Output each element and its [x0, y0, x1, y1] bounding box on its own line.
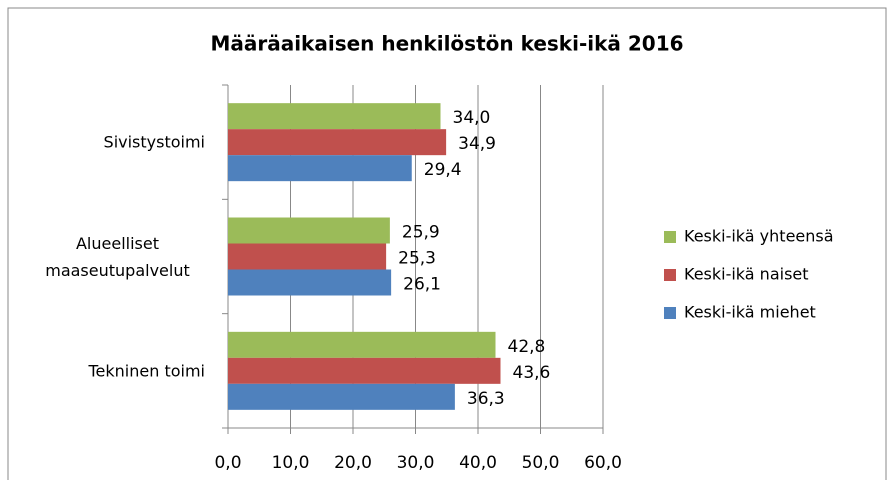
bar	[228, 129, 447, 156]
legend-swatch	[664, 231, 676, 243]
y-tick-label: Sivistystoimi	[103, 132, 205, 152]
bar	[228, 357, 501, 384]
data-label: 29,4	[424, 160, 462, 180]
bar	[228, 269, 392, 296]
legend-swatch	[664, 269, 676, 281]
bar	[228, 217, 390, 244]
y-tick-label: Tekninen toimi	[88, 361, 206, 381]
x-tick-label: 40,0	[459, 453, 497, 473]
data-label: 25,3	[398, 249, 436, 269]
x-tick-label: 50,0	[522, 453, 560, 473]
bar	[228, 243, 387, 270]
bar	[228, 103, 441, 130]
legend-label: Keski-ikä naiset	[684, 265, 809, 284]
legend-label: Keski-ikä miehet	[684, 303, 816, 322]
y-tick-label: Alueelliset maaseutupalvelut	[45, 233, 190, 280]
bar	[228, 383, 455, 410]
legend-label: Keski-ikä yhteensä	[684, 227, 834, 246]
x-tick-label: 10,0	[272, 453, 310, 473]
x-tick-label: 60,0	[584, 453, 622, 473]
data-label: 43,6	[513, 363, 551, 383]
x-tick-label: 0,0	[214, 453, 241, 473]
legend-swatch	[664, 307, 676, 319]
data-label: 36,3	[467, 389, 505, 409]
bar	[228, 331, 496, 358]
data-label: 42,8	[508, 337, 546, 357]
x-tick-label: 30,0	[397, 453, 435, 473]
data-label: 34,0	[453, 108, 491, 128]
data-label: 25,9	[402, 223, 440, 243]
x-tick-label: 20,0	[334, 453, 372, 473]
bar	[228, 155, 412, 182]
chart-title: Määräaikaisen henkilöstön keski-ikä 2016	[210, 32, 683, 56]
data-label: 26,1	[403, 275, 441, 295]
data-label: 34,9	[458, 134, 496, 154]
